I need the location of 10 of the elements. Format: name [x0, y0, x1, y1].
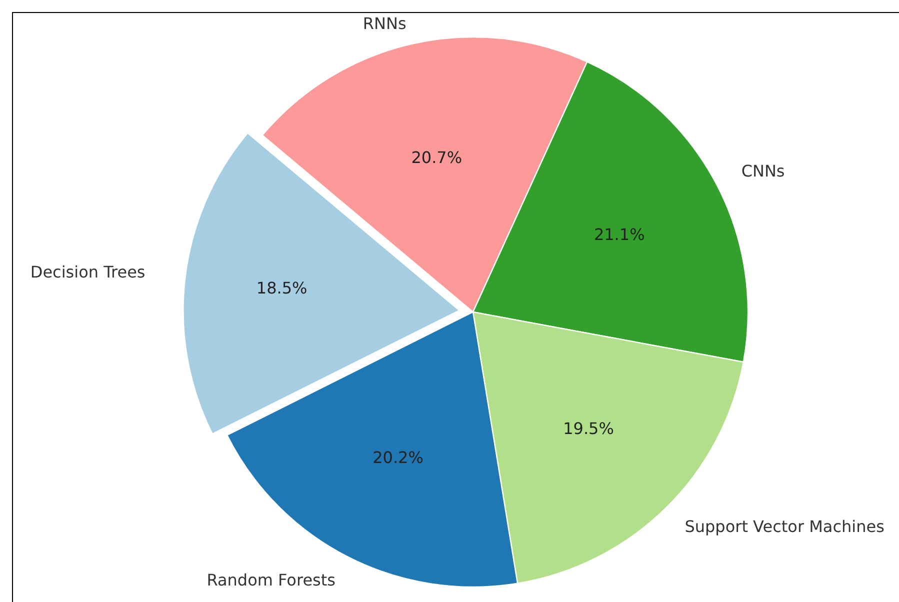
slice-label: RNNs	[362, 14, 406, 34]
data-label: 18.5%	[256, 278, 308, 298]
slice-label: Support Vector Machines	[684, 517, 884, 536]
slice-label: CNNs	[741, 161, 785, 180]
data-label: 20.7%	[411, 148, 462, 168]
slice-label: Decision Trees	[30, 262, 146, 282]
data-label: 19.5%	[563, 419, 614, 438]
data-label: 21.1%	[594, 224, 645, 244]
slice-label: Random Forests	[206, 570, 336, 590]
data-label: 20.2%	[372, 448, 424, 468]
